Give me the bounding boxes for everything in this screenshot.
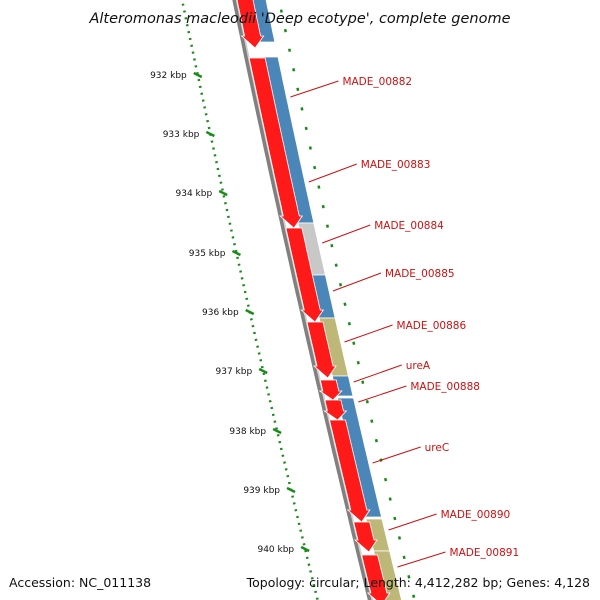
gene-label: MADE_00891 bbox=[450, 547, 520, 559]
genome-summary-text: Topology: circular; Length: 4,412,282 bp… bbox=[246, 575, 590, 590]
gene-label: ureC bbox=[425, 442, 450, 454]
gene-leader-line bbox=[322, 224, 371, 244]
reverse-gene-arrow bbox=[361, 554, 391, 600]
major-tick bbox=[258, 367, 268, 375]
reverse-gene-arrow bbox=[328, 419, 371, 523]
tick-label: 936 kbp bbox=[202, 308, 239, 318]
major-tick bbox=[272, 427, 282, 435]
gene-label: MADE_00884 bbox=[374, 220, 444, 232]
tick-ring-dots bbox=[180, 0, 319, 600]
reverse-gene-arrow bbox=[306, 321, 337, 379]
major-tick bbox=[245, 308, 255, 316]
map-title: Alteromonas macleodii 'Deep ecotype', co… bbox=[88, 11, 510, 27]
tick-label: 933 kbp bbox=[163, 130, 200, 140]
gene-leader-line bbox=[308, 163, 357, 183]
gene-leader-line bbox=[372, 446, 421, 464]
gene-label: MADE_00885 bbox=[385, 268, 455, 280]
backbone-line bbox=[232, 0, 372, 600]
gene-leader-line bbox=[397, 551, 446, 568]
tick-label: 937 kbp bbox=[216, 367, 253, 377]
gene-labels: MADE_00882 MADE_00883 MADE_00884 MADE_00885… bbox=[290, 76, 520, 568]
gene-label: MADE_00882 bbox=[342, 76, 412, 88]
major-tick bbox=[231, 249, 242, 257]
gene-leader-line bbox=[388, 513, 437, 531]
tick-label: 932 kbp bbox=[150, 71, 187, 81]
tick-label: 939 kbp bbox=[243, 486, 280, 496]
major-tick bbox=[286, 486, 296, 494]
reverse-gene-arrow bbox=[285, 227, 325, 323]
reverse-gene-arrow bbox=[353, 521, 378, 553]
gene-leader-line bbox=[358, 385, 407, 403]
gene-label: ureA bbox=[406, 360, 431, 372]
gene-label: MADE_00888 bbox=[410, 381, 480, 393]
gene-label: MADE_00890 bbox=[441, 509, 511, 521]
reverse-gene-arrow bbox=[236, 0, 265, 49]
reverse-gene-arrow bbox=[248, 57, 304, 229]
reverse-gene-arrow bbox=[318, 379, 343, 401]
gene-leader-line bbox=[344, 324, 393, 343]
major-tick bbox=[205, 130, 215, 138]
gene-label: MADE_00886 bbox=[397, 320, 467, 332]
gene-leader-line bbox=[332, 272, 382, 292]
accession-text: Accession: NC_011138 bbox=[9, 575, 151, 590]
major-tick bbox=[300, 545, 310, 553]
gene-leader-line bbox=[353, 364, 402, 383]
gene-label: MADE_00883 bbox=[361, 159, 431, 171]
tick-ring: 932 kbp 933 kbp 934 kbp 935 kbp 936 kbp 937 k… bbox=[150, 0, 416, 600]
major-tick bbox=[193, 71, 203, 79]
tick-label: 934 kbp bbox=[176, 189, 213, 199]
tick-label: 935 kbp bbox=[189, 249, 226, 259]
gene-leader-line bbox=[290, 80, 339, 98]
tick-label: 940 kbp bbox=[257, 545, 294, 555]
reverse-feature-track bbox=[236, 0, 391, 600]
reverse-gene-arrow bbox=[323, 399, 348, 421]
major-tick bbox=[218, 189, 228, 197]
genome-backbone bbox=[232, 0, 374, 600]
tick-label: 938 kbp bbox=[229, 427, 266, 437]
